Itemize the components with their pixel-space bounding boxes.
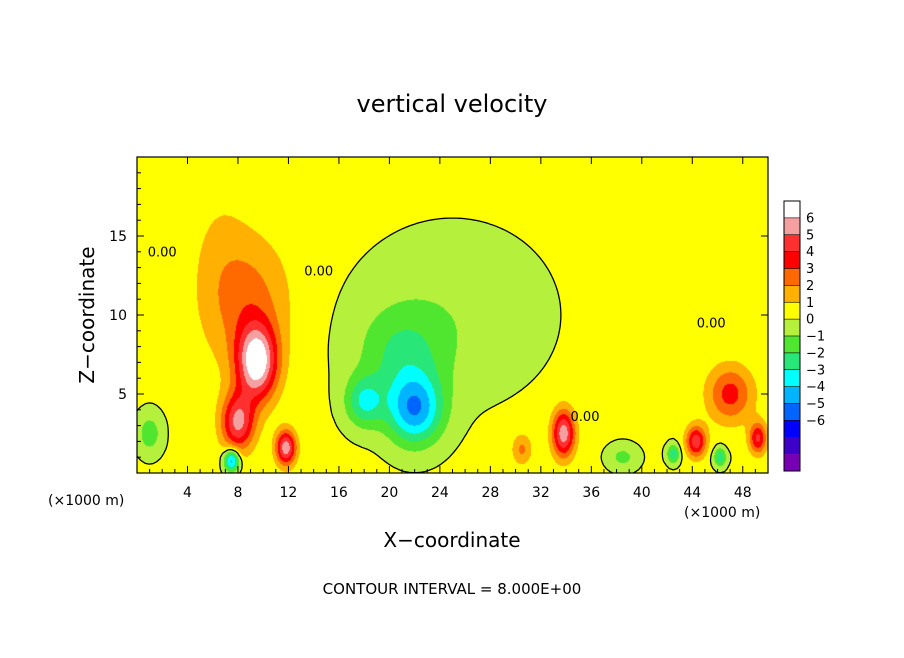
colorbar-label: −2: [806, 346, 825, 361]
colorbar-label: 3: [806, 262, 814, 277]
colorbar-swatch: [784, 352, 800, 371]
colorbar-swatch: [784, 234, 800, 252]
contour-interval-note: CONTOUR INTERVAL = 8.000E+00: [323, 580, 582, 598]
colorbar-swatch: [784, 386, 800, 404]
colorbar-label: −5: [806, 397, 825, 412]
colorbar-label: −6: [806, 414, 825, 429]
y-axis-ticks: 5 10 15: [109, 172, 768, 458]
colorbar-label: 5: [806, 228, 814, 243]
colorbar-label: 0: [806, 313, 814, 328]
y-tick-label: 15: [109, 229, 127, 245]
x-unit-left: (×1000 m): [48, 493, 124, 509]
plot-area: 0.000.000.000.00 4 8 12 16 20 24 28 32 36 40 44 48 …: [109, 156, 769, 501]
x-tick-label: 44: [683, 485, 701, 501]
zero-contour-lines: [136, 217, 732, 474]
colorbar: 6 5 4 3 2 1 0 −1−2 −3 −4 −5 −6: [783, 200, 825, 472]
colorbar-label: 6: [806, 211, 814, 226]
zero-contour: [136, 217, 732, 474]
colorbar-swatch: [784, 369, 800, 387]
colorbar-swatch: [784, 454, 800, 472]
colorbar-label: −4: [806, 380, 825, 395]
x-tick-label: 12: [280, 485, 298, 501]
x-tick-label: 32: [532, 485, 550, 501]
contour-labels: 0.00 0.00 0.00 0.00: [148, 246, 726, 425]
y-tick-label: 5: [118, 387, 127, 403]
x-axis-title: X−coordinate: [383, 528, 520, 552]
colorbar-swatch: [784, 302, 800, 320]
chart-title: vertical velocity: [357, 90, 548, 118]
y-tick-label: 10: [109, 308, 127, 324]
colorbar-swatch: [784, 319, 800, 337]
x-tick-label: 4: [183, 485, 192, 501]
colorbar-swatch: [784, 268, 800, 286]
colorbar-label: 4: [806, 245, 814, 260]
x-tick-label: 24: [431, 485, 449, 501]
colorbar-swatch: [784, 403, 800, 421]
colorbar-swatch: [784, 217, 800, 236]
colorbar-swatch: [784, 285, 800, 303]
x-tick-label: 28: [481, 485, 499, 501]
contour-label-1: 0.00: [304, 265, 333, 280]
x-tick-label: 8: [233, 485, 242, 501]
contour-label-2: 0.00: [697, 317, 726, 332]
colorbar-swatch: [784, 201, 800, 219]
x-tick-label: 36: [582, 485, 600, 501]
x-unit-right: (×1000 m): [684, 505, 760, 521]
colorbar-swatch: [784, 437, 800, 455]
colorbar-label: 2: [806, 279, 814, 294]
colorbar-label: −3: [806, 363, 825, 378]
x-tick-label: 48: [734, 485, 752, 501]
colorbar-swatch: [784, 251, 800, 269]
velocity-field: [137, 157, 768, 473]
contour-label-3: 0.00: [571, 410, 600, 425]
colorbar-swatch: [784, 420, 800, 438]
x-axis-ticks: 4 8 12 16 20 24 28 32 36 40 44 48: [149, 157, 756, 501]
x-tick-label: 20: [380, 485, 398, 501]
x-tick-label: 40: [633, 485, 651, 501]
colorbar-swatch: [784, 336, 800, 354]
x-tick-label: 16: [330, 485, 348, 501]
y-axis-title: Z−coordinate: [75, 246, 99, 383]
contour-label-0: 0.00: [148, 246, 177, 261]
colorbar-label: 1: [806, 296, 814, 311]
colorbar-label: −1: [806, 330, 825, 345]
